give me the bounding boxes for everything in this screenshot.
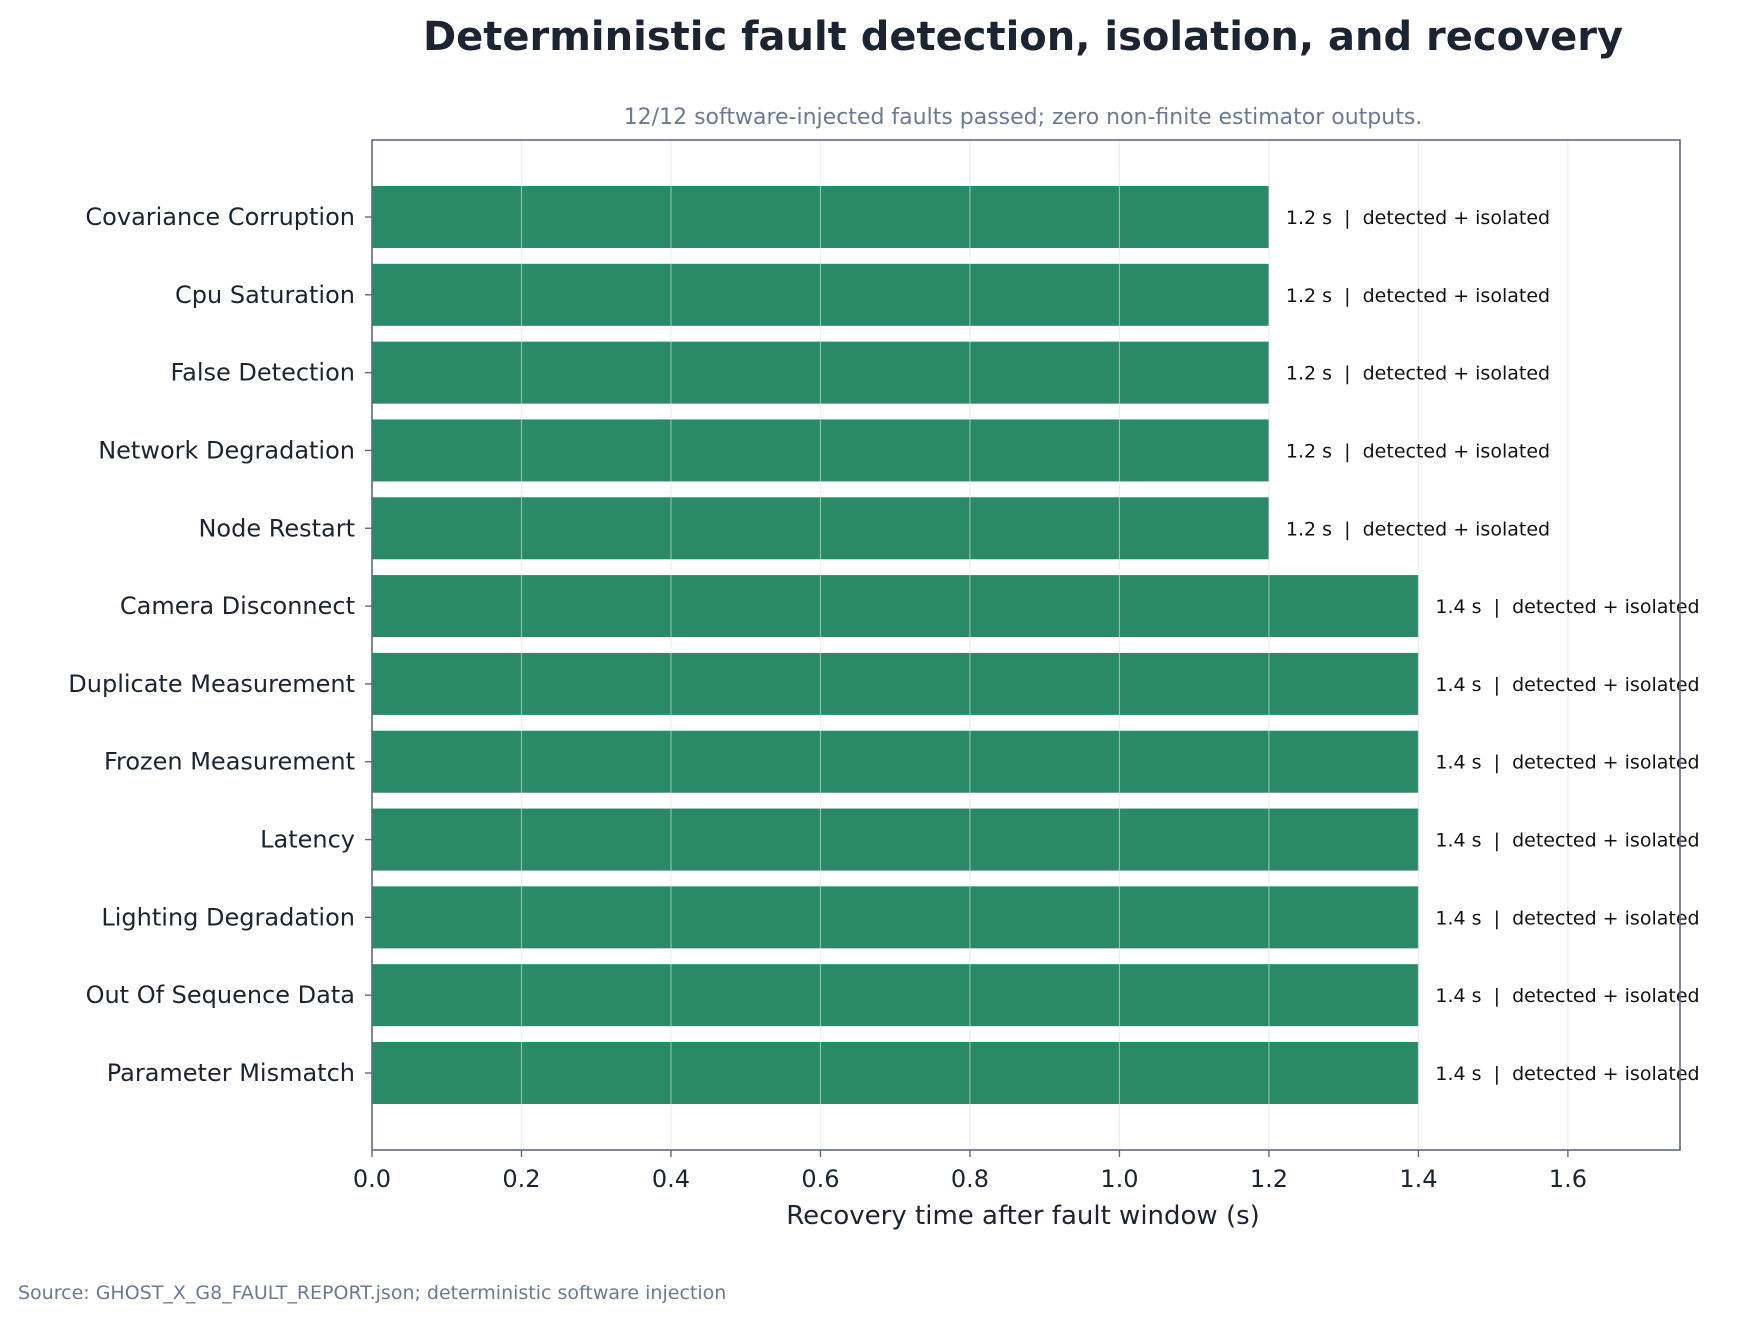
x-tick-label: 0.8 (951, 1165, 989, 1193)
bar-value-label: 1.2 s | detected + isolated (1286, 440, 1550, 462)
bar-value-label: 1.4 s | detected + isolated (1435, 596, 1699, 618)
bar (372, 341, 1269, 404)
bar-value-label: 1.4 s | detected + isolated (1435, 752, 1699, 774)
plot-frame (371, 139, 1681, 1151)
bar-value-label: 1.4 s | detected + isolated (1435, 1063, 1699, 1085)
x-tick-labels: 0.0 0.2 0.4 0.6 0.8 1.0 1.2 1.4 1.6 (353, 1150, 1587, 1193)
bar (372, 652, 1419, 715)
bar-value-label: 1.4 s | detected + isolated (1435, 674, 1699, 696)
category-label: Out Of Sequence Data (86, 981, 355, 1009)
bar (372, 497, 1269, 560)
x-axis-title: Recovery time after fault window (s) (786, 1201, 1260, 1231)
bar (372, 964, 1419, 1027)
bar-value-label: 1.4 s | detected + isolated (1435, 907, 1699, 929)
x-tick-label: 0.4 (652, 1165, 690, 1193)
x-tick-label: 0.0 (353, 1165, 391, 1193)
category-label: Node Restart (198, 514, 355, 542)
category-label: Network Degradation (98, 436, 355, 464)
bar-value-label: 1.2 s | detected + isolated (1286, 363, 1550, 385)
x-tick-label: 1.0 (1100, 1165, 1138, 1193)
category-label: Cpu Saturation (175, 281, 355, 309)
x-tick-label: 1.4 (1399, 1165, 1437, 1193)
bar-value-label: 1.4 s | detected + isolated (1435, 985, 1699, 1007)
bar (372, 730, 1419, 793)
data-labels: 1.2 s | detected + isolated 1.2 s | detec… (1286, 207, 1700, 1085)
category-label: Covariance Corruption (85, 203, 355, 231)
bar (372, 186, 1269, 248)
bar-value-label: 1.2 s | detected + isolated (1286, 285, 1550, 307)
x-tick-label: 1.6 (1549, 1165, 1587, 1193)
chart-title: Deterministic fault detection, isolation… (423, 14, 1623, 60)
bar (372, 808, 1419, 871)
bar-value-label: 1.4 s | detected + isolated (1435, 830, 1699, 852)
category-label: False Detection (171, 359, 355, 387)
x-tick-label: 1.2 (1250, 1165, 1288, 1193)
category-label: Frozen Measurement (104, 748, 355, 776)
bar (372, 575, 1419, 638)
category-label: Camera Disconnect (120, 592, 355, 620)
bar (372, 263, 1269, 326)
bar (372, 1042, 1419, 1104)
category-label: Parameter Mismatch (107, 1059, 355, 1087)
bar (372, 886, 1419, 949)
category-label: Lighting Degradation (101, 903, 355, 931)
x-tick-label: 0.2 (502, 1165, 540, 1193)
category-label: Duplicate Measurement (68, 670, 355, 698)
source-note: Source: GHOST_X_G8_FAULT_REPORT.json; de… (18, 1282, 726, 1304)
chart-subtitle: 12/12 software-injected faults passed; z… (624, 105, 1423, 130)
x-tick-label: 0.6 (801, 1165, 839, 1193)
bars (372, 186, 1419, 1104)
category-labels: Covariance Corruption Cpu Saturation False… (68, 203, 372, 1087)
bar (372, 419, 1269, 482)
bar-value-label: 1.2 s | detected + isolated (1286, 207, 1550, 229)
category-label: Latency (260, 826, 355, 854)
bar-value-label: 1.2 s | detected + isolated (1286, 518, 1550, 540)
